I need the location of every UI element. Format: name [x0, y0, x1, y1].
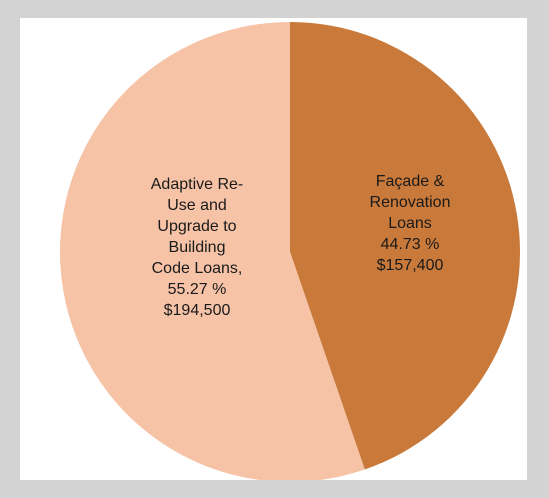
pie-slice-facade-renovation: [290, 22, 521, 470]
slice-label-line: Use and: [167, 197, 227, 214]
slice-label-line: $157,400: [377, 257, 444, 274]
slice-label-line: Adaptive Re-: [151, 176, 244, 193]
slice-label-line: $194,500: [164, 302, 231, 319]
slice-label-line: 55.27 %: [168, 281, 227, 298]
slice-label-line: Building: [169, 239, 226, 256]
slice-label-line: Renovation: [370, 194, 451, 211]
slice-label-line: Façade &: [376, 173, 445, 190]
slice-label-facade-renovation: Façade & Renovation Loans 44.73 % $157,400: [370, 173, 451, 274]
slice-label-line: Loans: [388, 215, 432, 232]
slice-label-line: Upgrade to: [157, 218, 236, 235]
pie-chart: Façade & Renovation Loans 44.73 % $157,400 Ad…: [60, 22, 521, 480]
slice-label-line: Code Loans,: [152, 260, 243, 277]
pie-slice-adaptive-reuse: [60, 22, 365, 480]
chart-frame: Façade & Renovation Loans 44.73 % $157,400 Ad…: [20, 18, 527, 480]
slice-label-line: 44.73 %: [381, 236, 440, 253]
slice-label-adaptive-reuse: Adaptive Re- Use and Upgrade to Building Cod…: [151, 176, 244, 319]
